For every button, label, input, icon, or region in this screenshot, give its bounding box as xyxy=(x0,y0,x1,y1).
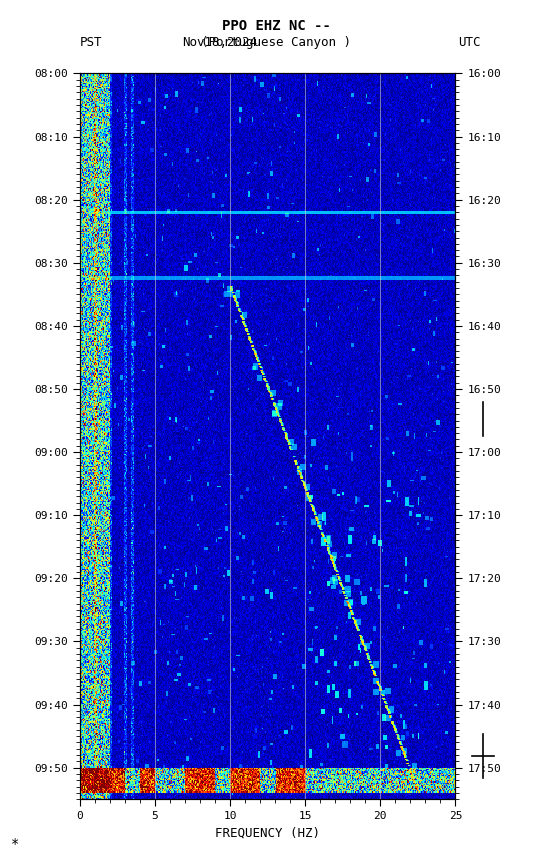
Text: PST: PST xyxy=(80,36,103,49)
Text: UTC: UTC xyxy=(458,36,481,49)
Text: Nov18,2024: Nov18,2024 xyxy=(182,36,257,49)
X-axis label: FREQUENCY (HZ): FREQUENCY (HZ) xyxy=(215,827,320,840)
Text: *: * xyxy=(11,837,19,851)
Text: (Portuguese Canyon ): (Portuguese Canyon ) xyxy=(201,36,351,49)
Text: PPO EHZ NC --: PPO EHZ NC -- xyxy=(221,19,331,33)
